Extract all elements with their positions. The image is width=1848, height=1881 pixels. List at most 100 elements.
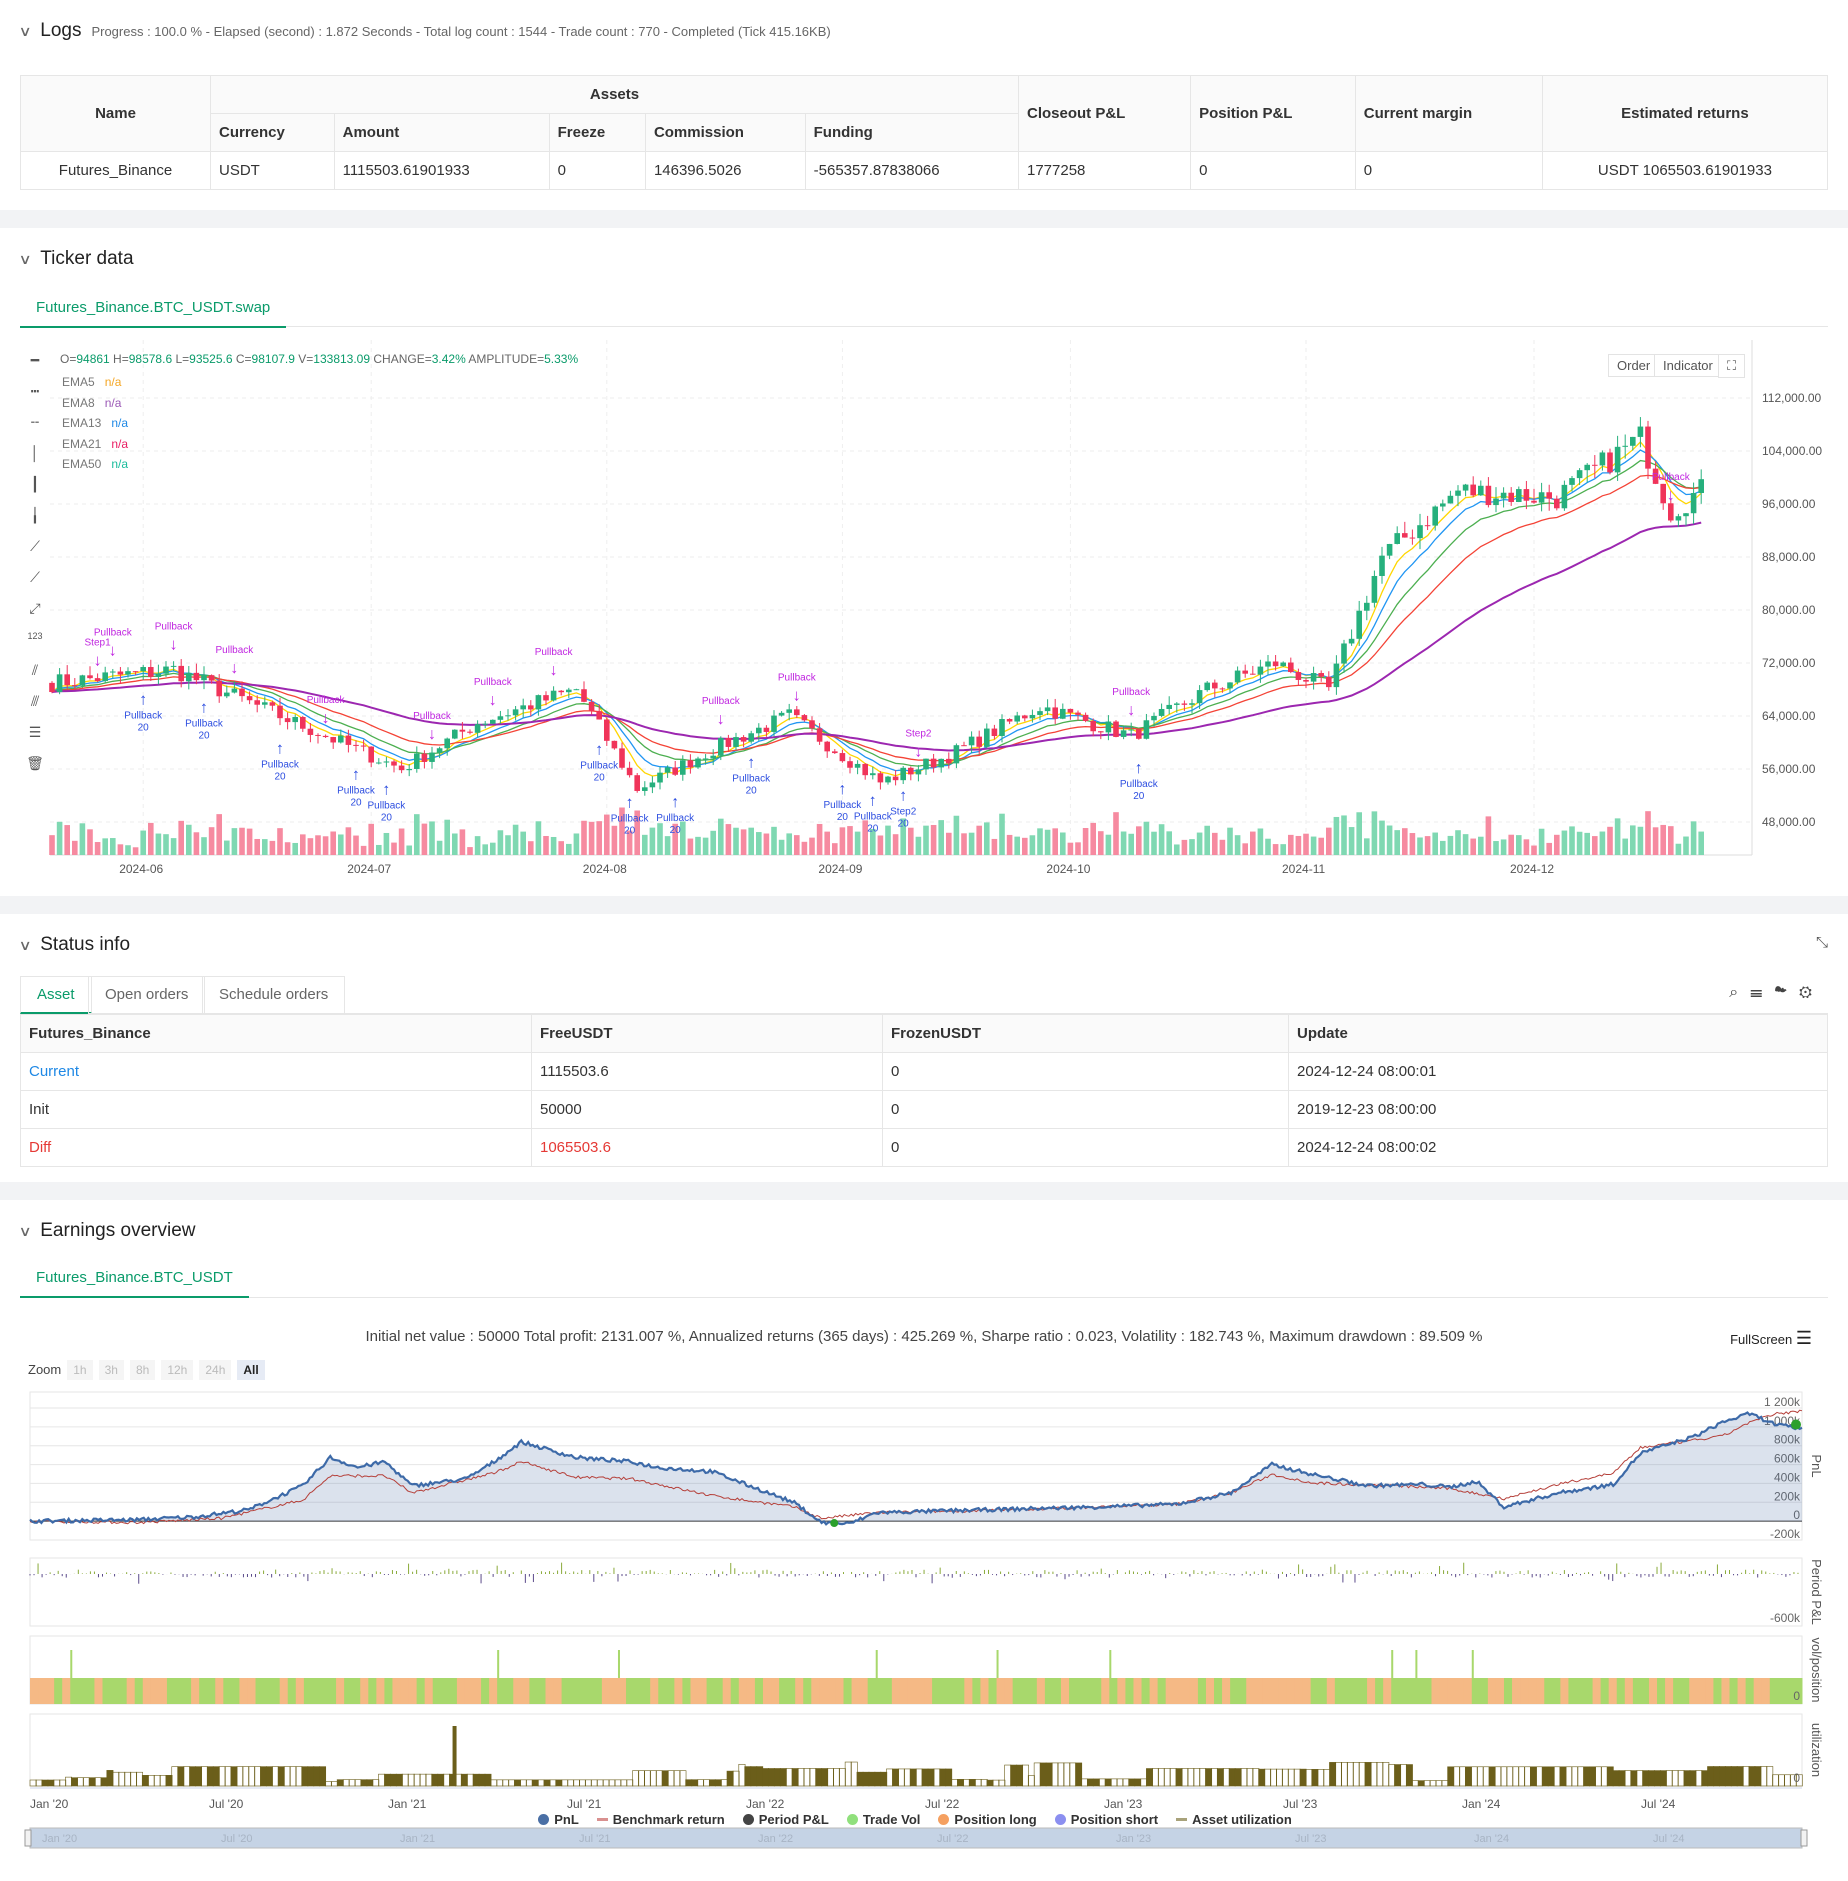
chevron-down-icon[interactable]: ∨ (18, 1223, 32, 1239)
marker-sublabel: 20 (898, 818, 910, 829)
parallel-channel-icon[interactable]: ⫽ (31, 662, 39, 678)
position-bar (1536, 1678, 1545, 1704)
chevron-down-icon[interactable]: ∨ (18, 937, 32, 953)
utilization-bar (773, 1768, 781, 1787)
candle-body (953, 745, 960, 764)
chevron-down-icon[interactable]: ∨ (18, 23, 32, 39)
position-bar (1085, 1678, 1094, 1704)
cloud-download-icon[interactable]: ☁ (1774, 984, 1800, 1001)
gear-icon[interactable]: ⚙ (1799, 984, 1824, 1001)
arrow-down-icon: ↓ (1127, 702, 1135, 719)
chevron-down-icon[interactable]: ∨ (18, 251, 32, 267)
utilization-bar (265, 1766, 273, 1787)
utilization-bar (1689, 1770, 1697, 1787)
vertical-line-icon[interactable]: │ (30, 445, 40, 461)
position-bar (771, 1678, 780, 1704)
utilization-bar (1512, 1766, 1520, 1787)
extended-line-icon[interactable]: ⤢ (29, 600, 41, 616)
utilization-bar (525, 1779, 533, 1787)
cell: -565357.87838066 (804, 151, 1019, 190)
zoom-all[interactable]: All (237, 1360, 265, 1380)
utilization-bar (821, 1768, 829, 1787)
utilization-bar (1547, 1766, 1555, 1787)
utilization-bar (1565, 1766, 1573, 1787)
zoom-3h[interactable]: 3h (98, 1360, 124, 1380)
volume-bar (771, 826, 777, 855)
volume-bar (1683, 836, 1689, 855)
menu-icon[interactable]: ☰ (1795, 1328, 1812, 1348)
utilization-bar (1648, 1770, 1656, 1787)
zoom-8h[interactable]: 8h (129, 1360, 156, 1380)
indicator-button[interactable]: Indicator (1654, 354, 1722, 377)
zoom-24h[interactable]: 24h (199, 1360, 232, 1380)
candle-body (1402, 533, 1408, 538)
volume-bar (1455, 830, 1461, 855)
legend-item[interactable]: PnL (538, 1812, 579, 1827)
candle-body (163, 666, 169, 674)
utilization-bar (998, 1779, 1006, 1787)
position-bar (408, 1678, 418, 1704)
candle-body (421, 753, 428, 762)
legend-item[interactable]: Trade Vol (846, 1812, 920, 1827)
position-bar (319, 1678, 329, 1704)
volume-bar (284, 842, 291, 855)
tab-open-orders[interactable]: Open orders (88, 976, 206, 1014)
row-label-current[interactable]: Current (20, 1052, 532, 1091)
navigator-handle-left[interactable] (24, 1829, 32, 1847)
utilization-bar (1571, 1766, 1579, 1787)
search-icon[interactable]: ⌕ (1729, 984, 1751, 1001)
horizontal-ray-icon[interactable]: ┅ (30, 383, 40, 399)
legend-item[interactable]: Position long (938, 1812, 1037, 1827)
status-header[interactable]: ∨ Status info (18, 934, 130, 956)
fib-levels-icon[interactable]: ☰ (28, 724, 42, 740)
candlestick-chart[interactable]: 112,000.00 104,000.00 96,000.00 88,000.00 80… (0, 340, 1848, 900)
legend-item[interactable]: Position short (1054, 1812, 1158, 1827)
utilization-bar (673, 1770, 681, 1787)
fib-icon[interactable]: ⫻ (30, 693, 40, 709)
legend-item[interactable]: Benchmark return (596, 1812, 725, 1827)
utilization-bar (478, 1773, 486, 1787)
tab-btc-usdt-swap[interactable]: Futures_Binance.BTC_USDT.swap (20, 290, 287, 328)
tab-btc-usdt[interactable]: Futures_Binance.BTC_USDT (20, 1260, 249, 1298)
legend-item[interactable]: Asset utilization (1176, 1812, 1292, 1827)
zoom-bar: Zoom 1h 3h 8h 12h 24h All (28, 1360, 271, 1380)
fullscreen-icon[interactable]: ⛶ (1718, 354, 1746, 378)
x-tick-label: Jul '21 (567, 1797, 602, 1811)
utilization-bar (1110, 1778, 1118, 1787)
zoom-1h[interactable]: 1h (67, 1360, 93, 1380)
segment-icon[interactable]: ╌ (30, 414, 40, 430)
position-bar (30, 1678, 39, 1704)
tab-schedule-orders[interactable]: Schedule orders (202, 976, 346, 1014)
volume-bar (1409, 833, 1416, 855)
legend-item[interactable]: Period P&L (742, 1812, 829, 1827)
volume-bar (1584, 832, 1590, 855)
candle-body (1379, 555, 1385, 576)
utilization-bar (726, 1770, 734, 1787)
candle-body (1614, 446, 1621, 473)
earnings-header[interactable]: ∨ Earnings overview (18, 1220, 195, 1242)
zoom-12h[interactable]: 12h (161, 1360, 194, 1380)
trend-line-icon[interactable]: ⟋ (30, 538, 40, 554)
vertical-segment-icon[interactable]: ┃ (30, 476, 40, 492)
logs-header[interactable]: ∨ Logs Progress : 100.0 % - Elapsed (secon… (18, 20, 830, 42)
trash-icon[interactable]: 🗑 (26, 755, 44, 771)
ema-line-ema21 (51, 474, 1702, 762)
marker-sublabel: 20 (594, 773, 606, 784)
expand-icon[interactable]: ⤡ (1815, 934, 1828, 951)
candle-body (535, 695, 542, 710)
ray-line-icon[interactable]: ⟋ (30, 569, 40, 585)
horizontal-line-icon[interactable]: ━ (30, 352, 40, 368)
position-bar (916, 1678, 925, 1704)
candle-body (406, 768, 412, 771)
cell: 2024-12-24 08:00:02 (1288, 1128, 1828, 1167)
ticker-header[interactable]: ∨ Ticker data (18, 248, 133, 270)
utilization-bar (803, 1768, 811, 1787)
fullscreen-button[interactable]: FullScreen ☰ (1730, 1328, 1812, 1348)
volume-bar (672, 823, 678, 855)
tab-asset[interactable]: Asset (20, 976, 92, 1014)
price-label-icon[interactable]: 123 (27, 631, 43, 641)
navigator-handle-right[interactable] (1800, 1829, 1808, 1847)
vertical-ray-icon[interactable]: ╽ (30, 507, 40, 523)
list-icon[interactable]: ☰ (1750, 984, 1775, 1001)
